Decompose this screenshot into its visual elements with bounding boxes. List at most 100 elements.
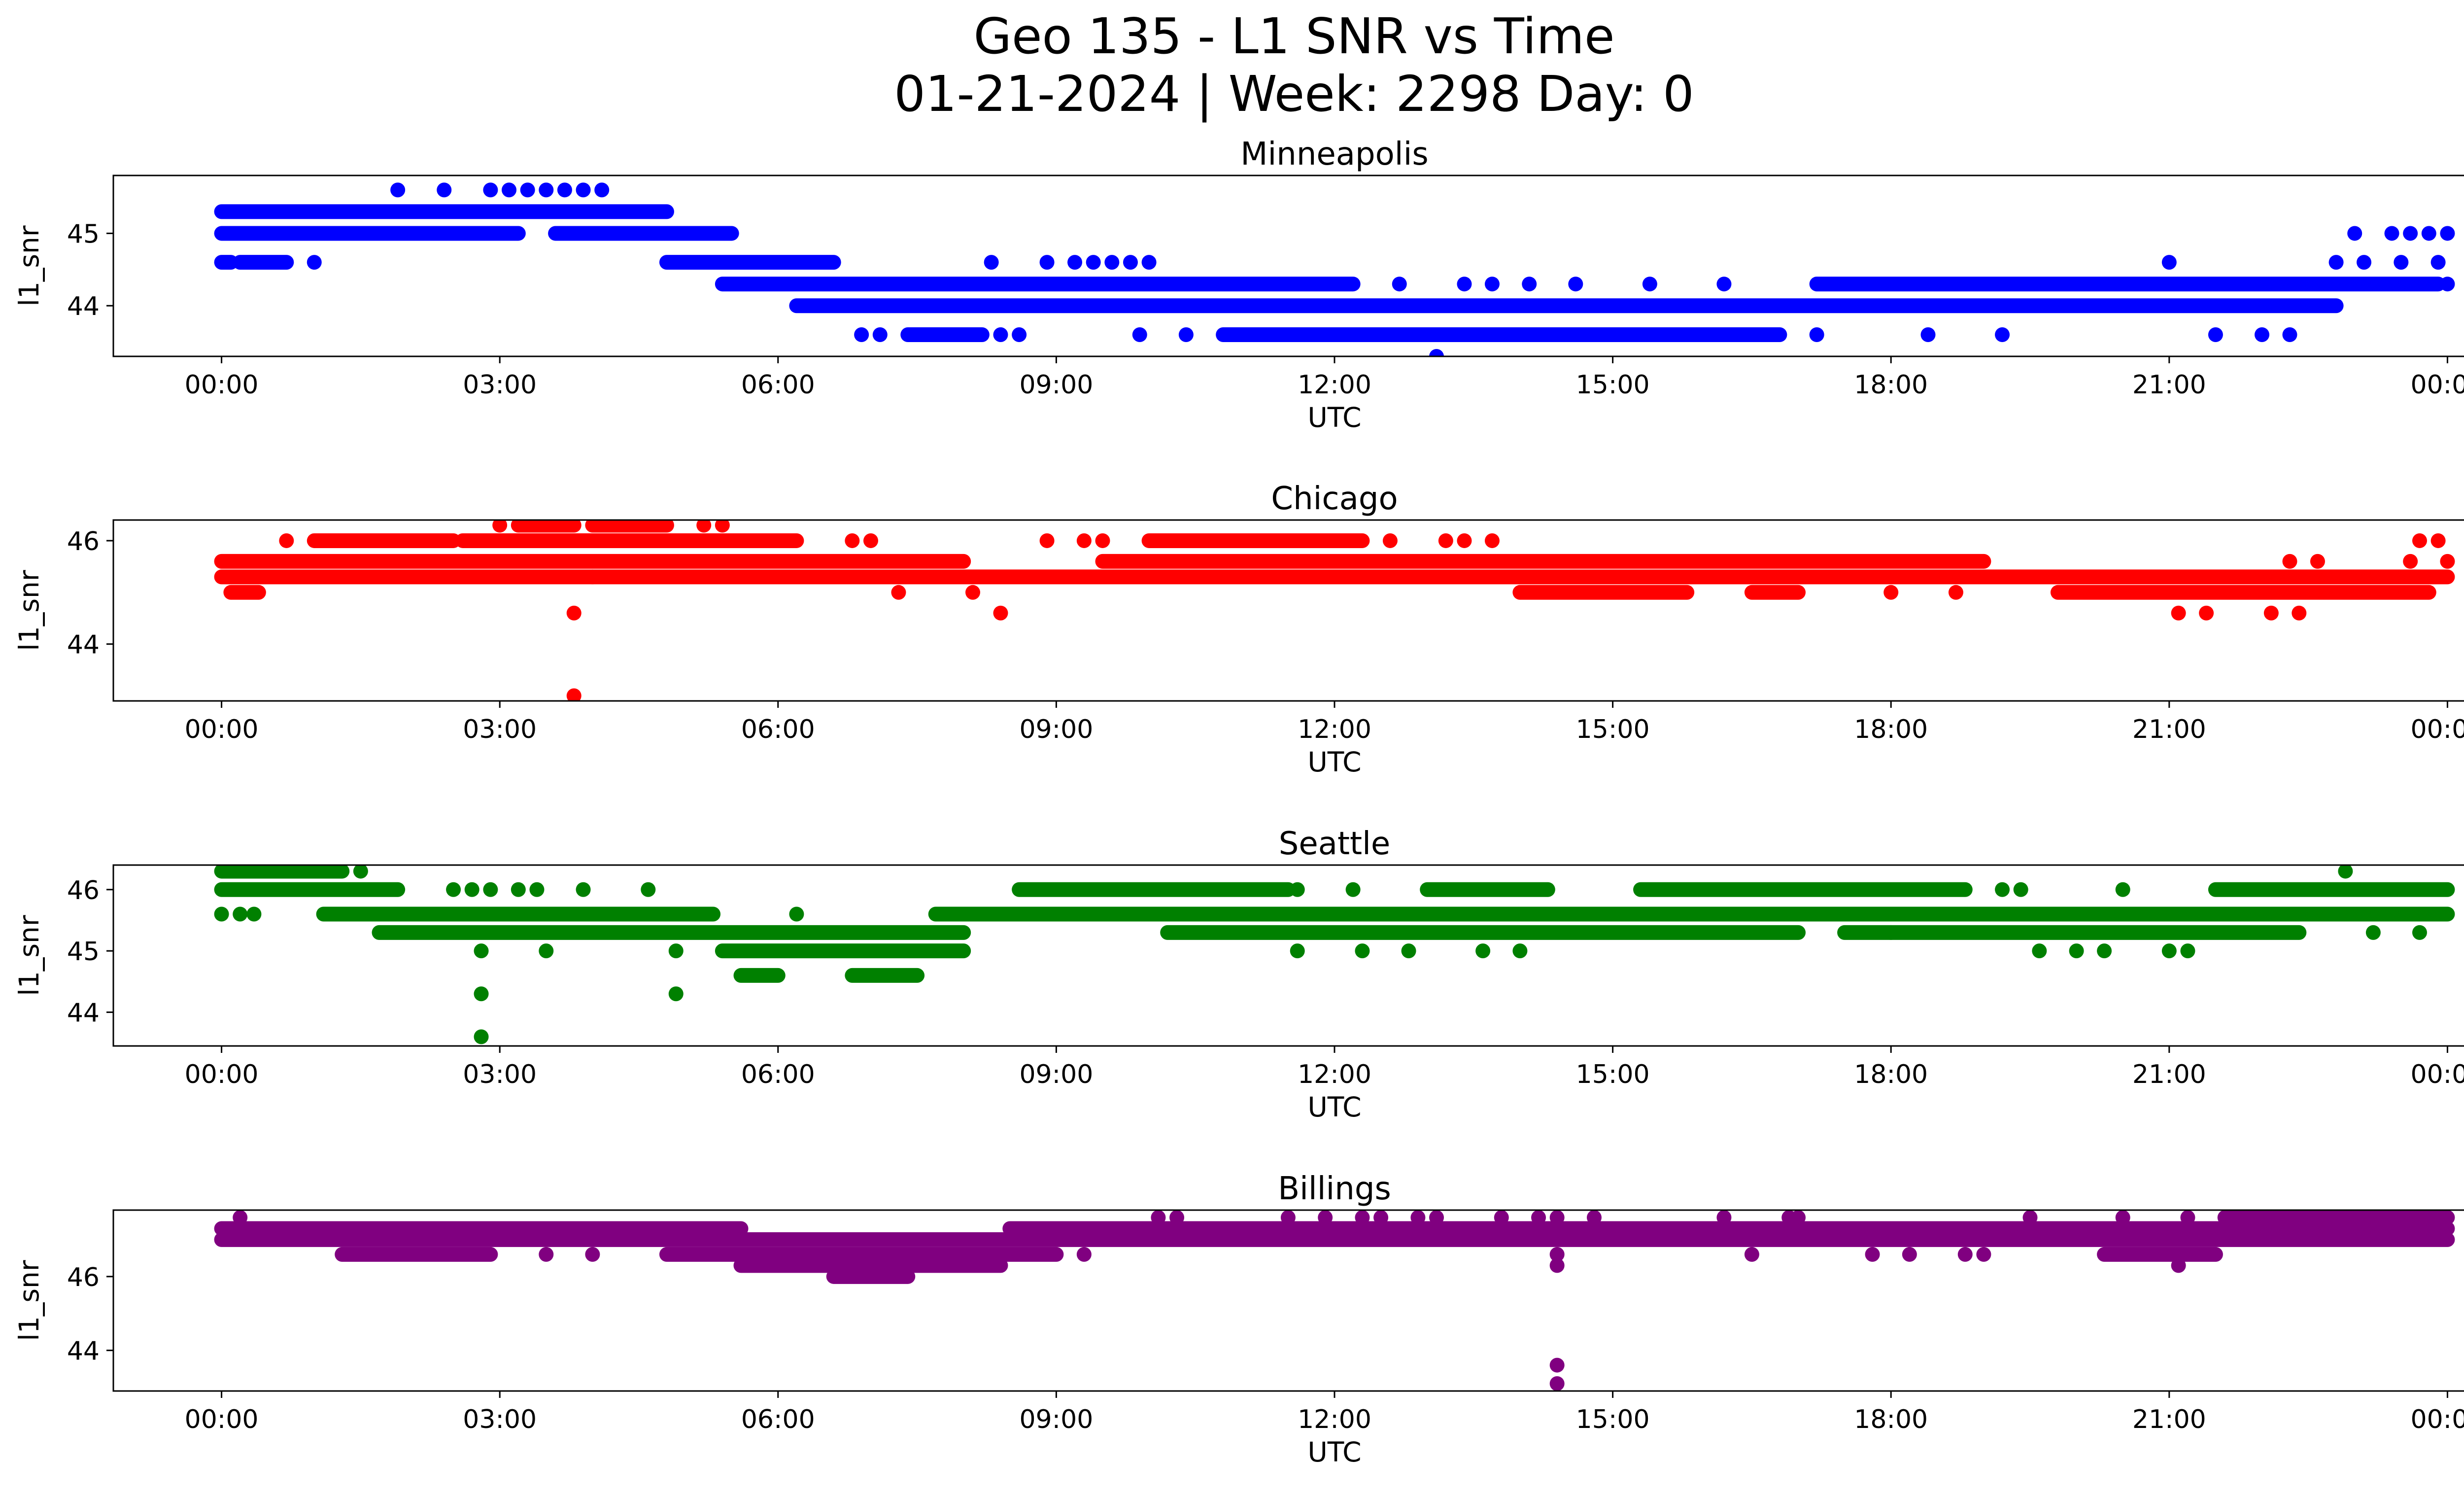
data-point-30: [2097, 943, 2112, 959]
data-point-28: [1642, 277, 1657, 292]
data-point-24: [1457, 277, 1472, 292]
data-point-33: [2180, 943, 2195, 959]
y-tick-label: 45: [67, 219, 100, 249]
data-point-23: [2263, 605, 2279, 621]
data-point-5: [1169, 1210, 1185, 1225]
data-point-20: [1744, 1247, 1759, 1262]
data-point-30: [1429, 349, 1444, 356]
data-point-14: [641, 882, 656, 897]
data-point-8: [1355, 1210, 1370, 1225]
data-point-0: [233, 1210, 248, 1225]
data-point-47: [2440, 277, 2455, 292]
data-point-35: [2365, 925, 2381, 940]
x-tick-label: 09:00: [1019, 715, 1093, 744]
data-point-16: [1438, 533, 1453, 548]
subplot-2: Seattle 00:00 03:00 06:00 09:00 12:00 15:00 18:…: [13, 826, 2464, 1123]
x-tick-label: 00:00: [185, 1405, 259, 1434]
data-point-19: [1883, 585, 1899, 600]
data-point-1: [492, 520, 508, 533]
x-tick-label: 15:00: [1576, 715, 1650, 744]
data-point-28: [2022, 1210, 2038, 1225]
data-point-27: [1976, 1247, 1991, 1262]
data-point-6: [539, 182, 554, 198]
data-point-10: [1410, 1210, 1426, 1225]
data-point-32: [1920, 327, 1936, 342]
data-point-0: [307, 255, 322, 270]
data-point-19: [1123, 255, 1138, 270]
y-tick-label: 44: [67, 1337, 100, 1366]
data-point-45: [2421, 226, 2436, 241]
data-point-2: [566, 605, 582, 621]
data-point-16: [668, 986, 684, 1002]
data-point-0: [279, 533, 294, 548]
data-point-9: [891, 585, 906, 600]
data-point-18: [1549, 1357, 1565, 1373]
data-point-22: [2199, 605, 2214, 621]
data-point-7: [557, 182, 572, 198]
data-point-44: [2403, 226, 2418, 241]
subplot-3: Billings 00:00 03:00 06:00 09:00 12:00 15:00 18…: [13, 1171, 2464, 1468]
data-point-16: [1549, 1247, 1565, 1262]
data-point-41: [2430, 255, 2446, 270]
data-point-13: [1012, 327, 1027, 342]
x-tick-label: 00:00: [2411, 370, 2464, 400]
data-point-12: [539, 943, 554, 959]
x-tick-label: 09:00: [1019, 1405, 1093, 1434]
figure-title-line-2: 01-21-2024 | Week: 2298 Day: 0: [894, 65, 1694, 123]
y-tick-label: 46: [67, 1263, 100, 1292]
y-axis-label: l1_snr: [13, 1260, 45, 1341]
data-point-16: [1067, 255, 1083, 270]
data-point-26: [1522, 277, 1537, 292]
x-tick-label: 21:00: [2132, 370, 2206, 400]
data-point-36: [2412, 925, 2427, 940]
data-point-18: [1104, 255, 1120, 270]
x-tick-label: 06:00: [741, 370, 815, 400]
y-tick-label: 46: [67, 876, 100, 905]
subplot-title: Minneapolis: [1240, 136, 1428, 173]
data-point-20: [1948, 585, 1963, 600]
data-point-22: [1178, 327, 1194, 342]
x-tick-label: 03:00: [463, 1405, 537, 1434]
subplot-title: Chicago: [1271, 481, 1398, 517]
data-point-6: [715, 520, 730, 533]
data-point-46: [2440, 226, 2455, 241]
data-point-13: [576, 882, 591, 897]
data-point-17: [1086, 255, 1101, 270]
data-point-28: [2412, 533, 2427, 548]
data-point-21: [1355, 943, 1370, 959]
data-point-10: [474, 986, 489, 1002]
data-point-14: [1095, 533, 1110, 548]
x-tick-label: 12:00: [1298, 370, 1371, 400]
data-point-20: [1141, 255, 1157, 270]
data-point-1: [233, 906, 248, 922]
data-point-23: [1791, 1210, 1806, 1225]
data-point-10: [854, 327, 869, 342]
data-point-8: [529, 882, 545, 897]
x-tick-label: 06:00: [741, 1060, 815, 1089]
data-point-4: [501, 182, 516, 198]
data-point-13: [1076, 533, 1092, 548]
data-point-25: [2282, 554, 2297, 569]
data-point-24: [1512, 943, 1528, 959]
data-point-27: [2013, 882, 2028, 897]
data-point-25: [1883, 925, 1899, 940]
data-point-34: [2161, 255, 2177, 270]
data-point-23: [1475, 943, 1491, 959]
data-point-12: [1494, 1210, 1509, 1225]
data-point-5: [464, 882, 479, 897]
data-point-23: [1392, 277, 1407, 292]
data-point-26: [1995, 882, 2010, 897]
data-point-4: [446, 882, 461, 897]
data-point-38: [2328, 255, 2344, 270]
data-point-15: [1039, 255, 1055, 270]
data-point-3: [566, 688, 582, 701]
y-tick-label: 44: [67, 999, 100, 1028]
data-point-11: [1429, 1210, 1444, 1225]
data-point-8: [863, 533, 878, 548]
data-point-15: [668, 943, 684, 959]
subplot-panels: Minneapolis 00:00 03:00 06:00 09:00 12:00 15:0…: [13, 136, 2464, 1468]
x-tick-label: 21:00: [2132, 1405, 2206, 1434]
x-tick-label: 00:00: [2411, 715, 2464, 744]
data-point-7: [1318, 1210, 1333, 1225]
